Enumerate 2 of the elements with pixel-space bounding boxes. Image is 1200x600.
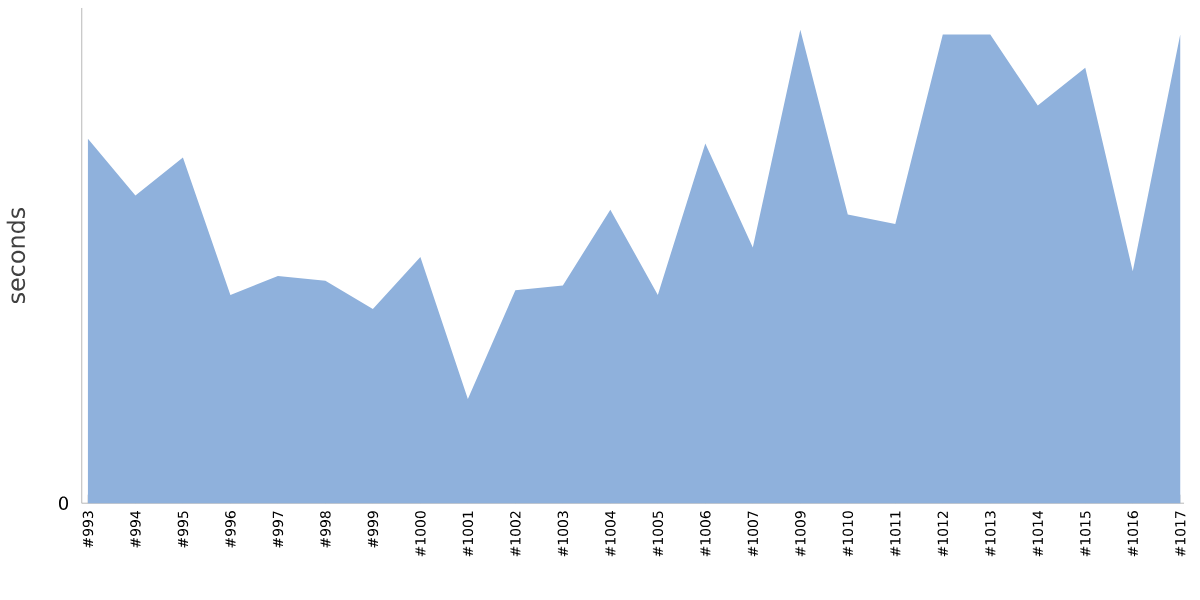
y-axis-title: seconds <box>6 208 26 304</box>
text: 0 <box>59 496 69 511</box>
